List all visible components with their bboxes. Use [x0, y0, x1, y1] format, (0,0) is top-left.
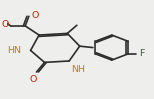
Text: F: F — [139, 49, 145, 58]
Text: O: O — [31, 11, 39, 20]
Text: NH: NH — [71, 65, 85, 74]
Text: O: O — [30, 75, 37, 84]
Text: O: O — [2, 20, 9, 29]
Text: HN: HN — [7, 46, 21, 55]
